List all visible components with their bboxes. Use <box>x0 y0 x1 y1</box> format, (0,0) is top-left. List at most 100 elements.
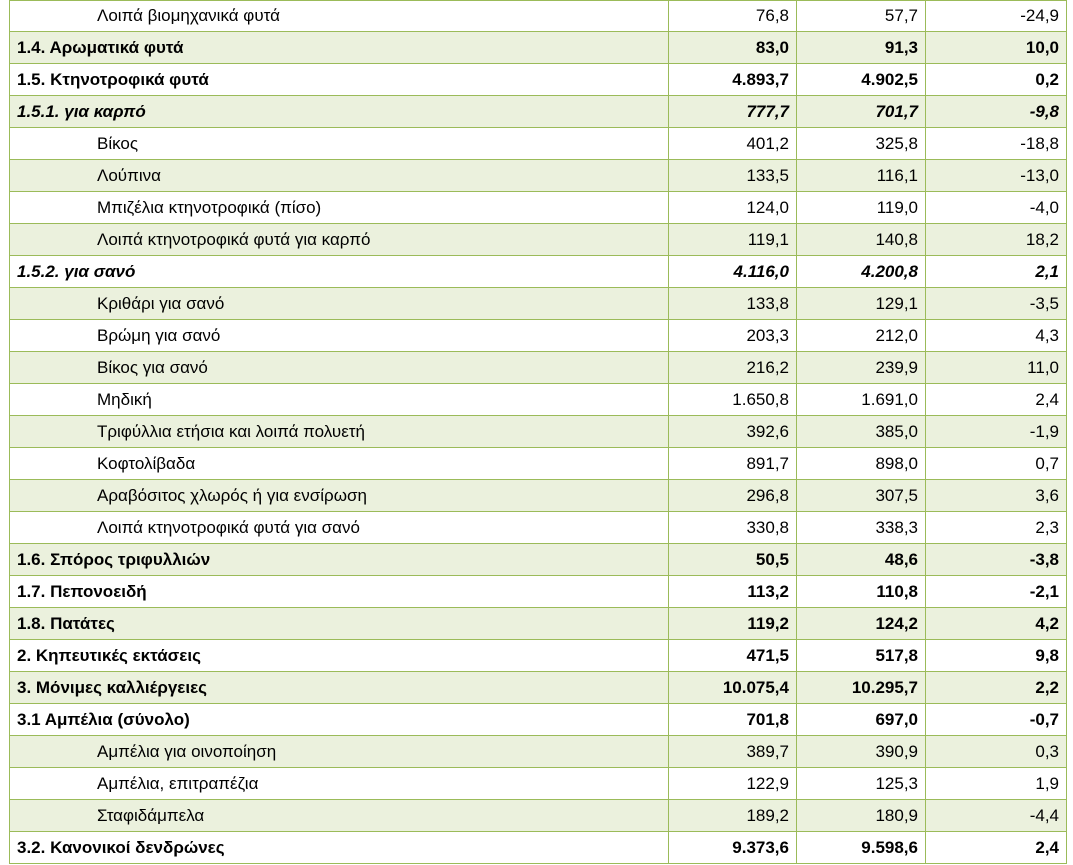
change-percent: 9,8 <box>925 639 1067 672</box>
change-percent: -24,9 <box>925 0 1067 32</box>
value-col-1: 4.893,7 <box>668 63 797 96</box>
change-percent: -13,0 <box>925 159 1067 192</box>
value-col-2: 9.598,6 <box>796 831 926 864</box>
value-col-1: 296,8 <box>668 479 797 512</box>
value-col-2: 116,1 <box>796 159 926 192</box>
crop-area-table-container: Λοιπά βιομηχανικά φυτά 76,8 57,7 -24,9 1.4. … <box>9 0 1067 864</box>
value-col-1: 4.116,0 <box>668 255 797 288</box>
change-percent: 0,2 <box>925 63 1067 96</box>
row-label: Μπιζέλια κτηνοτροφικά (πίσο) <box>9 191 669 224</box>
table-row: Βίκος για σανό 216,2 239,9 11,0 <box>9 351 1067 384</box>
table-row: Αμπέλια, επιτραπέζια 122,9 125,3 1,9 <box>9 767 1067 800</box>
value-col-1: 203,3 <box>668 319 797 352</box>
value-col-2: 697,0 <box>796 703 926 736</box>
table-row: Βίκος 401,2 325,8 -18,8 <box>9 127 1067 160</box>
value-col-1: 189,2 <box>668 799 797 832</box>
row-label: 1.5.1. για καρπό <box>9 95 669 128</box>
change-percent: 3,6 <box>925 479 1067 512</box>
change-percent: -18,8 <box>925 127 1067 160</box>
row-label: Μηδική <box>9 383 669 416</box>
value-col-1: 330,8 <box>668 511 797 544</box>
value-col-1: 1.650,8 <box>668 383 797 416</box>
table-row: Λούπινα 133,5 116,1 -13,0 <box>9 159 1067 192</box>
value-col-1: 83,0 <box>668 31 797 64</box>
row-label: Αμπέλια, επιτραπέζια <box>9 767 669 800</box>
value-col-1: 113,2 <box>668 575 797 608</box>
value-col-1: 471,5 <box>668 639 797 672</box>
table-row: 1.5. Κτηνοτροφικά φυτά 4.893,7 4.902,5 0,2 <box>9 63 1067 96</box>
value-col-1: 50,5 <box>668 543 797 576</box>
value-col-1: 10.075,4 <box>668 671 797 704</box>
table-row: Κοφτολίβαδα 891,7 898,0 0,7 <box>9 447 1067 480</box>
value-col-2: 129,1 <box>796 287 926 320</box>
table-row: Τριφύλλια ετήσια και λοιπά πολυετή 392,6 3… <box>9 415 1067 448</box>
change-percent: 2,4 <box>925 831 1067 864</box>
change-percent: -4,4 <box>925 799 1067 832</box>
table-row: Αραβόσιτος χλωρός ή για ενσίρωση 296,8 307… <box>9 479 1067 512</box>
value-col-2: 57,7 <box>796 0 926 32</box>
value-col-1: 133,8 <box>668 287 797 320</box>
table-row: 1.5.2. για σανό 4.116,0 4.200,8 2,1 <box>9 255 1067 288</box>
change-percent: 11,0 <box>925 351 1067 384</box>
value-col-2: 119,0 <box>796 191 926 224</box>
table-row: 3.1 Αμπέλια (σύνολο) 701,8 697,0 -0,7 <box>9 703 1067 736</box>
table-row: Κριθάρι για σανό 133,8 129,1 -3,5 <box>9 287 1067 320</box>
row-label: Λοιπά κτηνοτροφικά φυτά για καρπό <box>9 223 669 256</box>
table-row: 1.4. Αρωματικά φυτά 83,0 91,3 10,0 <box>9 31 1067 64</box>
row-label: Βρώμη για σανό <box>9 319 669 352</box>
row-label: 3.1 Αμπέλια (σύνολο) <box>9 703 669 736</box>
change-percent: 2,1 <box>925 255 1067 288</box>
change-percent: 4,3 <box>925 319 1067 352</box>
value-col-1: 122,9 <box>668 767 797 800</box>
change-percent: 0,7 <box>925 447 1067 480</box>
value-col-1: 76,8 <box>668 0 797 32</box>
value-col-2: 180,9 <box>796 799 926 832</box>
row-label: 1.7. Πεπονοειδή <box>9 575 669 608</box>
value-col-1: 777,7 <box>668 95 797 128</box>
change-percent: -4,0 <box>925 191 1067 224</box>
row-label: 1.5.2. για σανό <box>9 255 669 288</box>
value-col-1: 701,8 <box>668 703 797 736</box>
value-col-1: 133,5 <box>668 159 797 192</box>
row-label: Κοφτολίβαδα <box>9 447 669 480</box>
value-col-1: 124,0 <box>668 191 797 224</box>
table-row: 3.2. Κανονικοί δενδρώνες 9.373,6 9.598,6 2,… <box>9 831 1067 864</box>
row-label: Κριθάρι για σανό <box>9 287 669 320</box>
row-label: 3.2. Κανονικοί δενδρώνες <box>9 831 669 864</box>
table-row: Σταφιδάμπελα 189,2 180,9 -4,4 <box>9 799 1067 832</box>
table-row: 1.7. Πεπονοειδή 113,2 110,8 -2,1 <box>9 575 1067 608</box>
change-percent: 2,2 <box>925 671 1067 704</box>
crop-area-table: Λοιπά βιομηχανικά φυτά 76,8 57,7 -24,9 1.4. … <box>9 0 1067 864</box>
table-row: Μηδική 1.650,8 1.691,0 2,4 <box>9 383 1067 416</box>
row-label: Βίκος <box>9 127 669 160</box>
row-label: Τριφύλλια ετήσια και λοιπά πολυετή <box>9 415 669 448</box>
table-row: 1.6. Σπόρος τριφυλλιών 50,5 48,6 -3,8 <box>9 543 1067 576</box>
value-col-2: 4.902,5 <box>796 63 926 96</box>
table-row: 3. Μόνιμες καλλιέργειες 10.075,4 10.295,7 2… <box>9 671 1067 704</box>
value-col-2: 91,3 <box>796 31 926 64</box>
value-col-1: 392,6 <box>668 415 797 448</box>
value-col-1: 9.373,6 <box>668 831 797 864</box>
change-percent: -3,8 <box>925 543 1067 576</box>
value-col-2: 212,0 <box>796 319 926 352</box>
value-col-2: 125,3 <box>796 767 926 800</box>
table-row: Λοιπά κτηνοτροφικά φυτά για καρπό 119,1 14… <box>9 223 1067 256</box>
value-col-2: 124,2 <box>796 607 926 640</box>
value-col-2: 325,8 <box>796 127 926 160</box>
row-label: 3. Μόνιμες καλλιέργειες <box>9 671 669 704</box>
value-col-2: 701,7 <box>796 95 926 128</box>
row-label: 2. Κηπευτικές εκτάσεις <box>9 639 669 672</box>
value-col-1: 891,7 <box>668 447 797 480</box>
value-col-2: 140,8 <box>796 223 926 256</box>
change-percent: 10,0 <box>925 31 1067 64</box>
value-col-2: 898,0 <box>796 447 926 480</box>
change-percent: -2,1 <box>925 575 1067 608</box>
value-col-2: 307,5 <box>796 479 926 512</box>
value-col-2: 239,9 <box>796 351 926 384</box>
table-row: 1.8. Πατάτες 119,2 124,2 4,2 <box>9 607 1067 640</box>
value-col-2: 48,6 <box>796 543 926 576</box>
value-col-1: 119,1 <box>668 223 797 256</box>
row-label: 1.6. Σπόρος τριφυλλιών <box>9 543 669 576</box>
value-col-2: 385,0 <box>796 415 926 448</box>
change-percent: 4,2 <box>925 607 1067 640</box>
